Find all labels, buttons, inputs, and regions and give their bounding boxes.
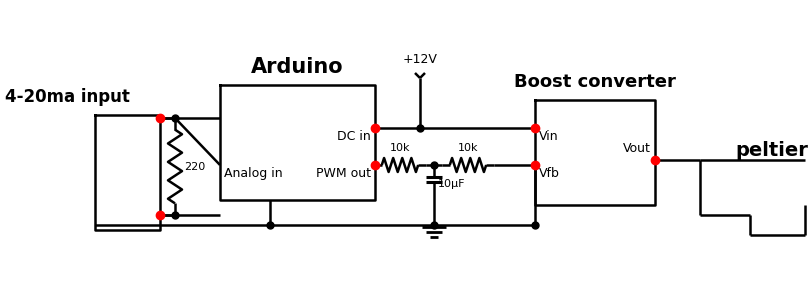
Text: 10k: 10k xyxy=(389,143,410,153)
Text: 10µF: 10µF xyxy=(437,179,465,189)
Text: peltier: peltier xyxy=(734,140,807,160)
Text: 220: 220 xyxy=(184,162,205,171)
Text: +12V: +12V xyxy=(402,53,437,66)
Text: Vout: Vout xyxy=(622,142,650,155)
Text: Arduino: Arduino xyxy=(251,57,343,77)
Text: PWM out: PWM out xyxy=(315,167,371,180)
Text: Boost converter: Boost converter xyxy=(513,73,675,91)
Text: 4-20ma input: 4-20ma input xyxy=(5,88,130,106)
Text: 10k: 10k xyxy=(457,143,478,153)
Text: Vin: Vin xyxy=(539,130,558,143)
Text: DC in: DC in xyxy=(337,130,371,143)
Text: Analog in: Analog in xyxy=(224,167,282,180)
Text: Vfb: Vfb xyxy=(539,167,560,180)
